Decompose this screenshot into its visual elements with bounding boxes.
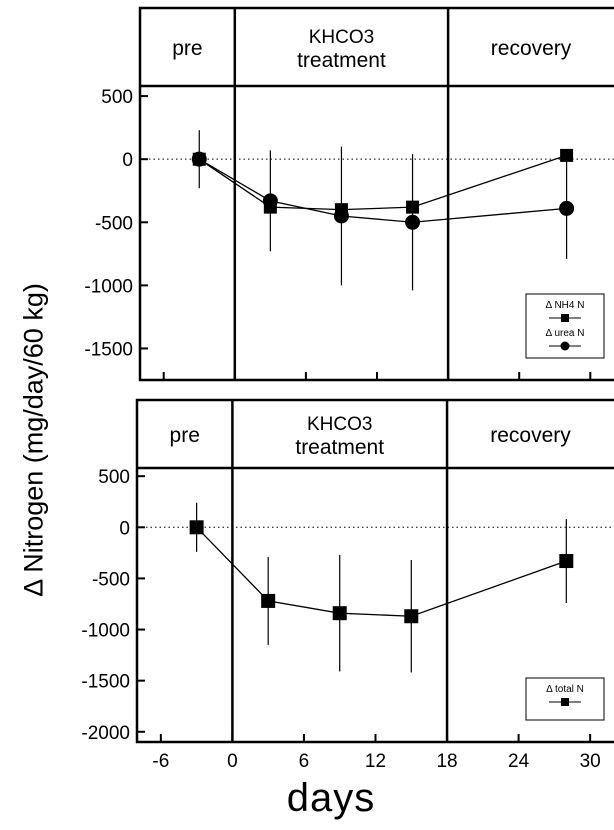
legend-marker-square bbox=[561, 314, 569, 322]
phase-label-recovery: recovery bbox=[490, 424, 571, 447]
data-point-square bbox=[261, 593, 276, 608]
data-point-square bbox=[332, 606, 347, 621]
x-tick-label: 30 bbox=[580, 751, 601, 772]
phase-label-treatment-agent: KHCO3 bbox=[307, 414, 372, 435]
legend-marker-square bbox=[561, 698, 569, 706]
phase-label-treatment: treatment bbox=[297, 49, 386, 72]
legend-box bbox=[525, 293, 605, 359]
legend: Δ NH4 N Δ urea N bbox=[525, 293, 605, 359]
y-tick-label: -500 bbox=[92, 569, 130, 590]
legend-label: Δ total N bbox=[546, 684, 584, 695]
legend: Δ total N bbox=[525, 677, 605, 721]
series-2 bbox=[191, 130, 575, 291]
phase-label-treatment: treatment bbox=[295, 436, 384, 459]
y-tick-label: -500 bbox=[95, 213, 133, 234]
y-tick-label: 500 bbox=[101, 87, 133, 108]
data-point-circle bbox=[405, 214, 421, 230]
series-line bbox=[198, 154, 567, 211]
y-tick-label: 0 bbox=[119, 518, 130, 539]
series-line bbox=[198, 158, 567, 223]
y-tick-label: 500 bbox=[98, 467, 130, 488]
phase-label-recovery: recovery bbox=[491, 37, 572, 60]
data-point-square bbox=[560, 148, 574, 162]
x-tick-label: 12 bbox=[365, 751, 386, 772]
series-1 bbox=[192, 148, 574, 217]
x-tick-label: 18 bbox=[436, 751, 457, 772]
data-point-circle bbox=[333, 208, 349, 224]
x-axis-label: days bbox=[286, 776, 376, 820]
y-tick-label: -1000 bbox=[84, 276, 133, 297]
data-point-circle bbox=[559, 200, 575, 216]
phase-label-pre: pre bbox=[170, 424, 200, 447]
y-tick-label: -1000 bbox=[81, 621, 130, 642]
x-tick-label: 6 bbox=[299, 751, 310, 772]
data-point-circle bbox=[262, 193, 278, 209]
data-point-square bbox=[189, 520, 204, 535]
legend-marker-circle bbox=[560, 341, 570, 351]
phase-label-pre: pre bbox=[172, 37, 202, 60]
y-tick-label: -1500 bbox=[81, 672, 130, 693]
legend-label: Δ urea N bbox=[546, 328, 585, 339]
series-line bbox=[196, 526, 567, 617]
y-tick-label: -2000 bbox=[81, 723, 130, 744]
x-tick-label: 24 bbox=[508, 751, 530, 772]
series-1 bbox=[189, 502, 574, 673]
data-point-circle bbox=[191, 151, 207, 167]
data-point-square bbox=[404, 609, 419, 624]
x-tick-label: -6 bbox=[152, 751, 169, 772]
y-tick-label: -1500 bbox=[84, 339, 133, 360]
data-point-square bbox=[559, 554, 574, 569]
legend-label: Δ NH4 N bbox=[546, 300, 585, 311]
phase-label-treatment-agent: KHCO3 bbox=[309, 27, 374, 48]
x-tick-label: 0 bbox=[227, 751, 238, 772]
y-tick-label: 0 bbox=[122, 150, 133, 171]
